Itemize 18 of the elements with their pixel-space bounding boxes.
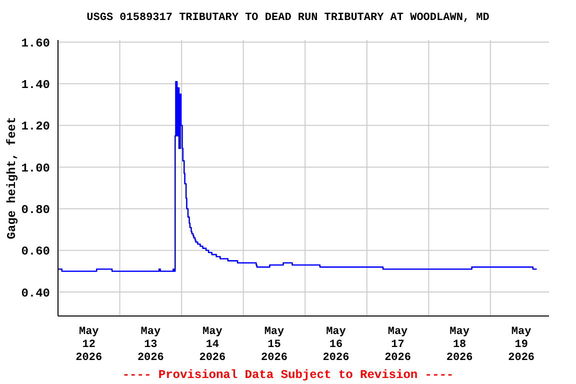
x-tick-label: May 16 2026: [322, 326, 350, 364]
text: ---- Provisional Data Subject to Revision ----: [121, 368, 455, 382]
x-tick-label: May 19 2026: [508, 326, 535, 364]
y-tick-label: 1.00: [21, 161, 50, 176]
y-tick-label: 0.60: [21, 244, 50, 259]
y-tick-label: 1.20: [21, 120, 50, 134]
y-tick-label: 1.60: [21, 36, 50, 50]
y-tick-label: 0.40: [21, 286, 50, 300]
x-tick-label: May 12 2026: [76, 326, 102, 364]
x-tick-label: May 15 2026: [261, 326, 288, 364]
y-axis-title: Gage height, feet: [5, 116, 20, 240]
y-tick-label: 0.80: [21, 202, 50, 217]
y-tick-label: 1.40: [21, 78, 50, 92]
x-tick-label: May 18 2026: [446, 326, 473, 364]
x-tick-label: May 14 2026: [199, 326, 226, 364]
x-tick-label: May 17 2026: [384, 326, 411, 364]
x-tick-label: May 13 2026: [137, 326, 164, 364]
chart-title: USGS 01589317 TRIBUTARY TO DEAD RUN TRIBUTARY AT WOODLAWN, MD: [86, 12, 490, 24]
